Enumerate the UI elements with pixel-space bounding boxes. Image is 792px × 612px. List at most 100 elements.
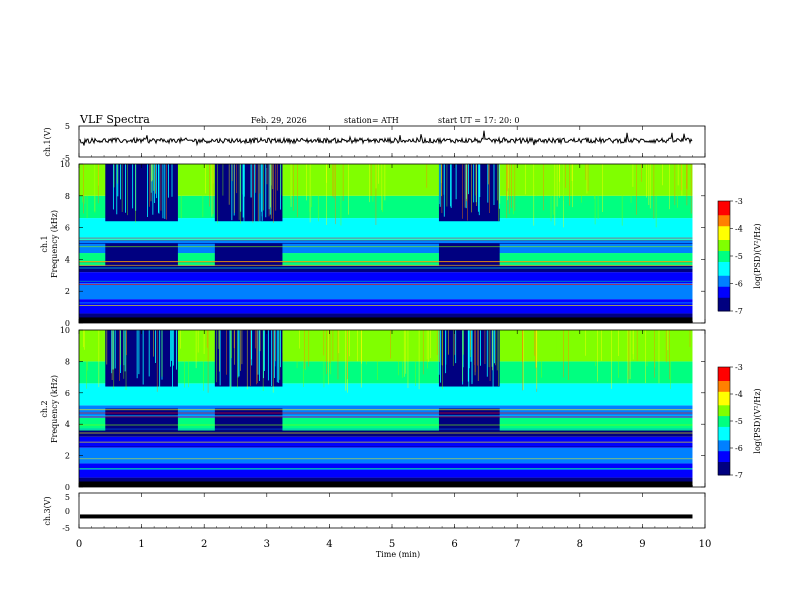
ytick-label: 10: [60, 160, 70, 169]
ytick-label: 0: [65, 483, 70, 492]
spectrogram-band: [79, 430, 693, 437]
colorbar-segment: [718, 367, 730, 371]
colorbar-segment: [718, 385, 730, 390]
colorbar-segment: [718, 206, 730, 210]
colorbar-segment: [718, 228, 730, 232]
colorbar-segment: [718, 267, 730, 271]
colorbar-segment: [718, 209, 730, 213]
colorbar-segment: [718, 264, 730, 268]
colorbar-segment: [718, 231, 730, 235]
colorbar-segment: [718, 280, 730, 284]
ch2-spectrogram-yticks: 0 2 4 6 8 10: [60, 326, 705, 492]
ch1-colorbar: -3 -4 -5 -6 -7 log(PSD)(V²/Hz): [717, 197, 762, 316]
colorbar-segment: [718, 302, 730, 306]
ch1-spectrogram-panel: ch.1 Frequency (kHz) 0 2 4 6 8 10: [40, 160, 706, 328]
ch3-waveform-panel: ch.3(V) 5 0 -5: [43, 492, 706, 533]
ytick-label: 8: [65, 192, 70, 201]
colorbar-segment: [718, 250, 730, 254]
ch1-spectrogram-ylabel-channel: ch.1: [40, 235, 49, 252]
colorbar-segment: [718, 410, 730, 414]
colorbar-segment: [718, 461, 730, 465]
quiet-interval-high: [438, 164, 500, 222]
colorbar-segment: [718, 242, 730, 246]
quiet-interval-high: [105, 330, 178, 387]
xtick-label: 0: [76, 539, 82, 550]
ch3-ytick-top: 5: [65, 493, 70, 502]
colorbar-tick-label: -6: [735, 444, 743, 453]
colorbar-segment: [718, 245, 730, 249]
ch1-spectrogram-image: [79, 164, 693, 323]
low-frequency-strip: [79, 481, 693, 487]
colorbar-segment: [718, 466, 730, 471]
xtick-label: 3: [264, 539, 270, 550]
xtick-label: 4: [326, 539, 332, 550]
colorbar-segment: [718, 383, 730, 387]
ch2-colorbar: -3 -4 -5 -6 -7 log(PSD)(V²/Hz): [717, 363, 762, 480]
ytick-label: 4: [65, 255, 70, 264]
start-time-label: start UT = 17: 20: 0: [438, 116, 519, 125]
quiet-interval-band: [105, 243, 178, 266]
ch3-ytick-mid: 0: [65, 507, 70, 516]
colorbar-segment: [718, 453, 730, 457]
colorbar-segment: [718, 217, 730, 221]
colorbar-segment: [718, 247, 730, 251]
quiet-interval-band: [105, 408, 178, 431]
colorbar-tick-label: -7: [735, 471, 743, 480]
spectrogram-band: [79, 265, 693, 273]
quiet-interval-high: [105, 164, 178, 222]
colorbar-segment: [718, 212, 730, 216]
colorbar-segment: [718, 236, 730, 240]
colorbar-segment: [718, 388, 730, 392]
colorbar-segment: [718, 415, 730, 419]
colorbar-segment: [718, 305, 730, 309]
ch1-spectrogram-yticks: 0 2 4 6 8 10: [60, 160, 705, 328]
ytick-label: 6: [65, 224, 70, 233]
xtick-label: 2: [201, 539, 207, 550]
colorbar-segment: [718, 375, 730, 379]
colorbar-segment: [718, 253, 730, 257]
colorbar-segment: [718, 308, 730, 312]
spectrogram-band: [79, 218, 693, 241]
colorbar-segment: [718, 294, 730, 298]
colorbar-segment: [718, 283, 730, 287]
ch1-spectrogram-ylabel-frequency: Frequency (kHz): [50, 210, 59, 278]
ytick-label: 0: [65, 319, 70, 328]
colorbar-segment: [718, 286, 730, 290]
ytick-label: 8: [65, 357, 70, 366]
colorbar-segment: [718, 201, 730, 205]
ch1-waveform-ylabel: ch.1(V): [43, 127, 52, 156]
ytick-label: 6: [65, 389, 70, 398]
ch2-spectrogram-ylabel-channel: ch.2: [40, 400, 49, 417]
colorbar-segment: [718, 269, 730, 273]
ytick-label: 2: [65, 287, 70, 296]
ch3-ytick-bottom: -5: [62, 524, 70, 533]
figure-title: VLF Spectra: [79, 113, 150, 126]
spectrogram-band: [79, 447, 693, 464]
colorbar-segment: [718, 278, 730, 282]
colorbar-segment: [718, 220, 730, 224]
ytick-label: 4: [65, 420, 70, 429]
colorbar-segment: [718, 203, 730, 207]
colorbar-tick-label: -3: [735, 363, 743, 372]
colorbar-segment: [718, 272, 730, 276]
colorbar-segment: [718, 394, 730, 398]
colorbar-label: log(PSD)(V²/Hz): [753, 223, 762, 288]
ch3-waveform-frame: [78, 492, 706, 529]
colorbar-segment: [718, 472, 730, 476]
colorbar-segment: [718, 450, 730, 454]
colorbar-segment: [718, 412, 730, 417]
time-axis: 0 1 2 3 4 5 6 7 8 9 10: [76, 126, 712, 550]
colorbar-segment: [718, 402, 730, 406]
quiet-interval-band: [438, 408, 500, 431]
colorbar-tick-label: -6: [735, 280, 743, 289]
ch3-waveform-line: [80, 514, 693, 519]
quiet-interval-high: [214, 164, 283, 222]
colorbar-segment: [718, 407, 730, 411]
colorbar-segment: [718, 291, 730, 295]
colorbar-tick-label: -4: [735, 225, 743, 234]
xtick-label: 10: [699, 539, 712, 550]
colorbar-segment: [718, 418, 730, 422]
colorbar-segment: [718, 234, 730, 238]
colorbar-tick-label: -7: [735, 307, 743, 316]
